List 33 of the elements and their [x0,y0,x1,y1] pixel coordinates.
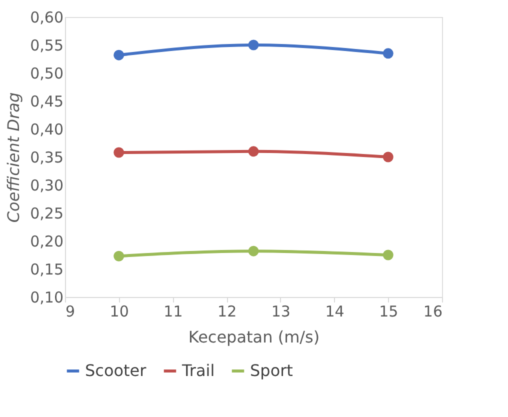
x-tick-label: 10 [110,302,129,320]
y-tick-label: 0,20 [30,232,64,250]
y-axis-title: Coefficient Drag [4,92,24,223]
x-tick-label: 11 [164,302,183,320]
point [248,246,259,256]
legend-label: Trail [181,361,215,380]
x-tick-label: 14 [325,302,344,320]
legend-label: Scooter [85,361,147,380]
point [114,50,124,60]
y-tick-label: 0,35 [30,148,64,166]
point [114,147,124,158]
x-tick-label: 9 [66,302,76,320]
x-tick-label: 13 [271,302,290,320]
point [382,250,394,260]
y-tick-label: 0,45 [30,92,64,110]
y-tick-label: 0,15 [30,260,64,278]
y-tick-label: 0,10 [30,288,64,306]
y-tick-label: 0,30 [30,176,64,194]
x-axis-title: Kecepatan (m/s) [188,328,320,346]
y-tick-label: 0,40 [30,120,64,138]
x-tick-label: 12 [218,302,237,320]
x-tick-label: 15 [379,302,398,320]
point [382,152,394,162]
y-tick-label: 0,55 [30,36,64,54]
point [382,48,394,59]
point [114,250,124,262]
point [248,40,259,50]
legend-label: Sport [250,361,293,380]
point [248,146,259,157]
x-tick-label: 16 [423,302,442,320]
y-tick-label: 0,50 [30,64,64,82]
y-tick-label: 0,60 [30,8,64,26]
y-tick-label: 0,25 [30,204,64,222]
